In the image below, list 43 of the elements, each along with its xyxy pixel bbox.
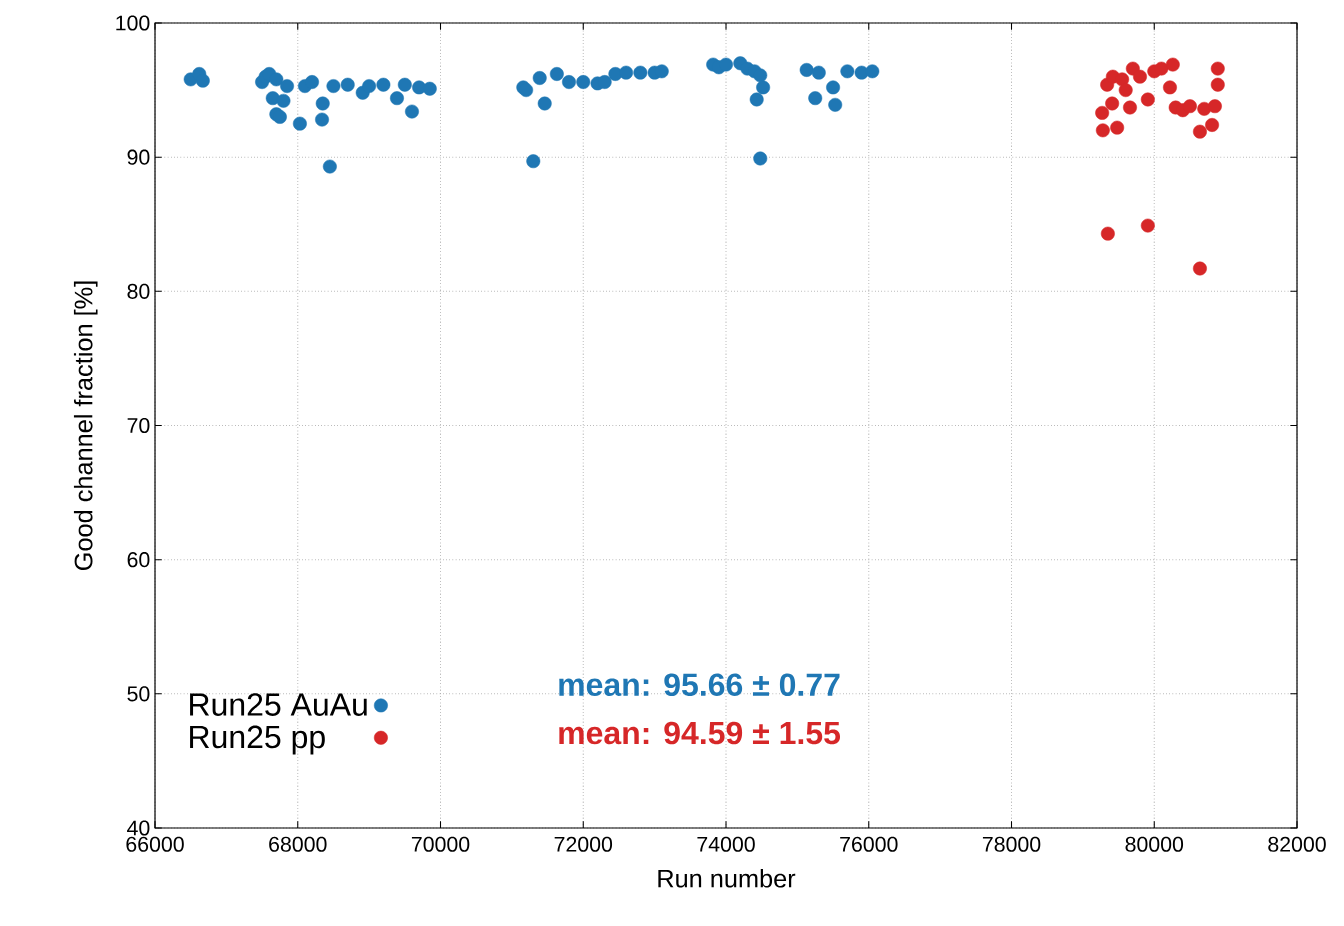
point bbox=[1123, 100, 1137, 115]
y-axis-title: Good channel fraction [%] bbox=[73, 281, 98, 570]
x-tick-label: 76000 bbox=[840, 836, 898, 852]
point bbox=[1095, 105, 1110, 120]
point bbox=[1095, 123, 1110, 138]
point bbox=[1110, 120, 1125, 135]
y-tick-label: 90 bbox=[127, 149, 150, 165]
point bbox=[1183, 99, 1197, 114]
x-axis-title: Run number bbox=[658, 868, 796, 888]
y-tick-label: 50 bbox=[127, 686, 150, 702]
x-tick-label: 70000 bbox=[411, 836, 470, 852]
y-tick-label: 100 bbox=[116, 15, 150, 31]
annotation: mean: 94.59 ± 1.55 bbox=[559, 721, 841, 745]
point bbox=[1205, 118, 1220, 132]
y-tick-label: 60 bbox=[127, 552, 150, 568]
x-tick-label: 72000 bbox=[554, 836, 613, 852]
point bbox=[1193, 261, 1207, 276]
point bbox=[1133, 69, 1147, 84]
annotation: mean: 95.66 ± 0.77 bbox=[559, 673, 840, 697]
point bbox=[1105, 96, 1120, 111]
legend-label: Run25 pp bbox=[190, 725, 325, 755]
point bbox=[1207, 99, 1222, 114]
point bbox=[1115, 72, 1130, 87]
point bbox=[1163, 80, 1177, 95]
x-tick-label: 80000 bbox=[1125, 836, 1184, 852]
x-tick-label: 78000 bbox=[982, 836, 1041, 852]
y-tick-label: 80 bbox=[127, 283, 150, 299]
x-tick-label: 82000 bbox=[1268, 836, 1326, 852]
point bbox=[1140, 92, 1155, 107]
legend-label: Run25 AuAu bbox=[190, 693, 367, 716]
point bbox=[1154, 61, 1169, 76]
x-tick-label: 68000 bbox=[269, 836, 327, 852]
point bbox=[1100, 226, 1115, 241]
x-tick-label: 66000 bbox=[126, 836, 184, 852]
point bbox=[1193, 124, 1207, 139]
point bbox=[1140, 218, 1155, 233]
point bbox=[1210, 77, 1225, 92]
point bbox=[1210, 61, 1225, 76]
point bbox=[1165, 57, 1180, 72]
x-tick-label: 74000 bbox=[697, 836, 755, 852]
y-tick-label: 40 bbox=[127, 820, 150, 836]
y-tick-label: 70 bbox=[127, 417, 150, 434]
point bbox=[1118, 83, 1133, 98]
